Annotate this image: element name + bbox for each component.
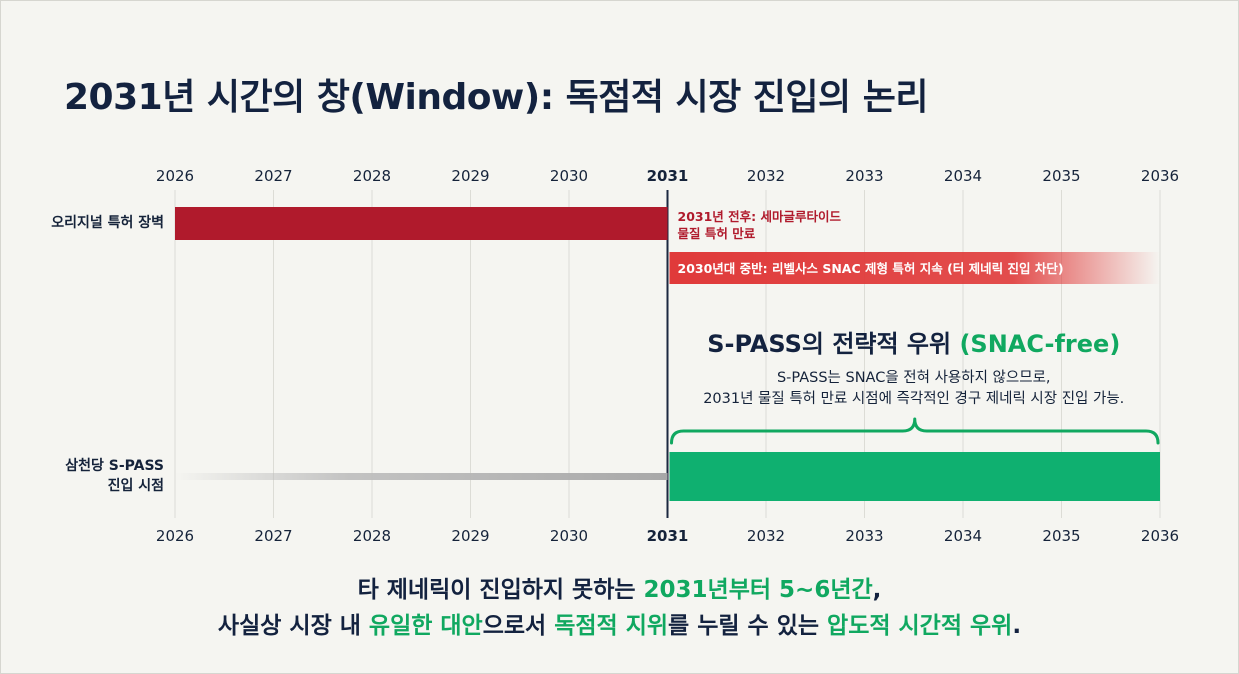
- patent-expiry-annotation-line-2: 물질 특허 만료: [678, 226, 756, 241]
- tick-label-bottom-2031: 2031: [647, 527, 689, 545]
- callout-text-line-2: 2031년 물질 특허 만료 시점에 즉각적인 경구 제네릭 시장 진입 가능.: [703, 390, 1124, 407]
- bar-spass-pre-entry: [175, 473, 668, 480]
- tick-label-top-2032: 2032: [747, 167, 785, 185]
- callout-title: S-PASS의 전략적 우위 (SNAC-free): [707, 330, 1120, 358]
- footer-summary: 타 제네릭이 진입하지 못하는 2031년부터 5~6년간, 사실상 시장 내 …: [0, 572, 1239, 644]
- slide-title: 2031년 시간의 창(Window): 독점적 시장 진입의 논리: [64, 77, 928, 118]
- tick-label-bottom-2026: 2026: [156, 527, 194, 545]
- footer-line-2-segment-7: .: [1012, 613, 1022, 639]
- footer-line-2-segment-4: 독점적 지위: [554, 613, 669, 639]
- tick-label-bottom-2029: 2029: [451, 527, 489, 545]
- row-label-spass-line-2: 진입 시점: [108, 477, 164, 494]
- bar-spass-entry: [669, 452, 1160, 501]
- footer-line-1: 타 제네릭이 진입하지 못하는 2031년부터 5~6년간,: [0, 572, 1239, 608]
- callout-brace: [670, 417, 1160, 445]
- tick-label-top-2028: 2028: [353, 167, 391, 185]
- tick-label-top-2026: 2026: [156, 167, 194, 185]
- row-label-patent-barrier: 오리지널 특허 장벽: [51, 214, 164, 231]
- callout-title-main: S-PASS의 전략적 우위: [707, 330, 959, 358]
- tick-label-bottom-2034: 2034: [944, 527, 982, 545]
- bar-snac-patent: [669, 252, 1160, 284]
- footer-line-2: 사실상 시장 내 유일한 대안으로서 독점적 지위를 누릴 수 있는 압도적 시…: [0, 608, 1239, 644]
- footer-line-2-segment-1: 사실상 시장 내: [217, 613, 369, 639]
- tick-label-bottom-2035: 2035: [1042, 527, 1080, 545]
- footer-line-2-segment-6: 압도적 시간적 우위: [827, 613, 1013, 639]
- footer-line-1-segment-2: 2031년부터 5~6년간: [643, 577, 873, 603]
- tick-label-top-2030: 2030: [550, 167, 588, 185]
- bar-snac-patent-text: 2030년대 중반: 리벨사스 SNAC 제형 특허 지속 (터 제네릭 진입 …: [678, 261, 1064, 276]
- callout-text-line-1: S-PASS는 SNAC을 전혀 사용하지 않으므로,: [777, 369, 1051, 386]
- tick-label-top-2034: 2034: [944, 167, 982, 185]
- tick-label-top-2031: 2031: [647, 167, 689, 185]
- footer-line-1-segment-3: ,: [872, 577, 882, 603]
- tick-label-bottom-2027: 2027: [254, 527, 292, 545]
- callout-title-highlight: (SNAC-free): [959, 330, 1120, 358]
- bar-original-patent: [175, 207, 668, 240]
- row-label-spass-line-1: 삼천당 S-PASS: [65, 457, 164, 474]
- footer-line-2-segment-2: 유일한 대안: [368, 613, 483, 639]
- tick-label-top-2035: 2035: [1042, 167, 1080, 185]
- tick-label-bottom-2032: 2032: [747, 527, 785, 545]
- footer-line-2-segment-5: 를 누릴 수 있는: [668, 613, 828, 639]
- tick-label-bottom-2028: 2028: [353, 527, 391, 545]
- tick-label-top-2033: 2033: [845, 167, 883, 185]
- tick-label-top-2027: 2027: [254, 167, 292, 185]
- footer-line-2-segment-3: 으로서: [482, 613, 555, 639]
- tick-label-bottom-2030: 2030: [550, 527, 588, 545]
- tick-label-bottom-2033: 2033: [845, 527, 883, 545]
- footer-line-1-segment-1: 타 제네릭이 진입하지 못하는: [357, 577, 644, 603]
- tick-label-bottom-2036: 2036: [1141, 527, 1179, 545]
- patent-expiry-annotation-line-1: 2031년 전후: 세마글루타이드: [678, 209, 842, 224]
- tick-label-top-2029: 2029: [451, 167, 489, 185]
- tick-label-top-2036: 2036: [1141, 167, 1179, 185]
